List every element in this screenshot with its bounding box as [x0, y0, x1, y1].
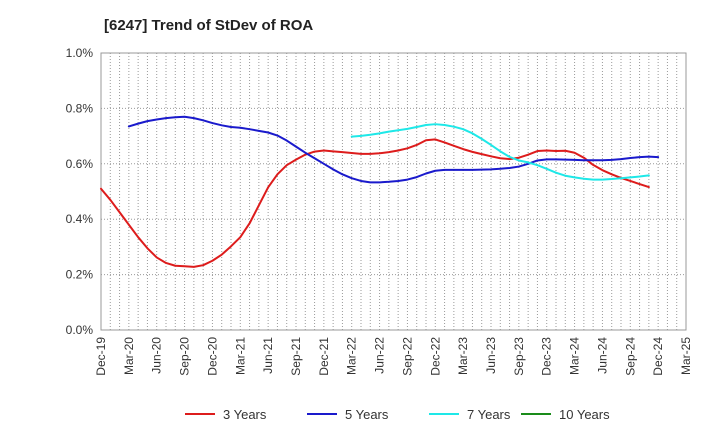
- y-axis: 0.0% 0.2% 0.4% 0.6% 0.8% 1.0%: [66, 46, 94, 337]
- x-tick-label: Jun-22: [373, 337, 387, 374]
- x-tick-label: Sep-22: [400, 337, 414, 376]
- y-tick-label: 0.2%: [66, 268, 94, 282]
- x-tick-label: Sep-20: [178, 337, 192, 376]
- x-tick-label: Dec-22: [428, 337, 442, 376]
- x-tick-label: Jun-23: [484, 337, 498, 374]
- legend-label: 10 Years: [559, 407, 610, 422]
- x-tick-label: Mar-23: [456, 337, 470, 375]
- series-line-7-years: [350, 123, 650, 181]
- x-tick-label: Sep-21: [289, 337, 303, 376]
- x-tick-label: Mar-22: [345, 337, 359, 375]
- x-tick-label: Mar-20: [122, 337, 136, 375]
- vertical-gridlines: [109, 53, 678, 330]
- horizontal-gridlines: [101, 107, 686, 276]
- y-tick-label: 0.6%: [66, 157, 94, 171]
- legend-label: 3 Years: [223, 407, 267, 422]
- x-tick-label: Dec-21: [317, 337, 331, 376]
- y-tick-label: 1.0%: [66, 46, 94, 60]
- x-tick-label: Dec-20: [205, 337, 219, 376]
- x-axis: Dec-19 Mar-20 Jun-20 Sep-20 Dec-20 Mar-21 Jun-…: [94, 337, 693, 376]
- x-tick-label: Sep-23: [512, 337, 526, 376]
- x-tick-label: Dec-19: [94, 337, 108, 376]
- series-lines: [100, 115, 660, 268]
- x-tick-label: Dec-23: [540, 337, 554, 376]
- plot-area: [100, 52, 687, 331]
- x-tick-label: Mar-24: [568, 337, 582, 375]
- chart-title: [6247] Trend of StDev of ROA: [104, 17, 313, 34]
- x-tick-label: Jun-21: [261, 337, 275, 374]
- legend-label: 5 Years: [345, 407, 389, 422]
- x-tick-label: Sep-24: [623, 337, 637, 376]
- legend: 3 Years 5 Years 7 Years 10 Years: [185, 407, 610, 422]
- x-tick-label: Dec-24: [651, 337, 665, 376]
- series-line-3-years: [100, 138, 650, 268]
- x-tick-label: Jun-20: [150, 337, 164, 374]
- series-line-5-years: [127, 115, 660, 184]
- y-tick-label: 0.0%: [66, 323, 94, 337]
- legend-label: 7 Years: [467, 407, 511, 422]
- x-tick-label: Jun-24: [595, 337, 609, 374]
- y-tick-label: 0.8%: [66, 101, 94, 115]
- x-tick-label: Mar-21: [233, 337, 247, 375]
- y-tick-label: 0.4%: [66, 212, 94, 226]
- x-tick-label: Mar-25: [679, 337, 693, 375]
